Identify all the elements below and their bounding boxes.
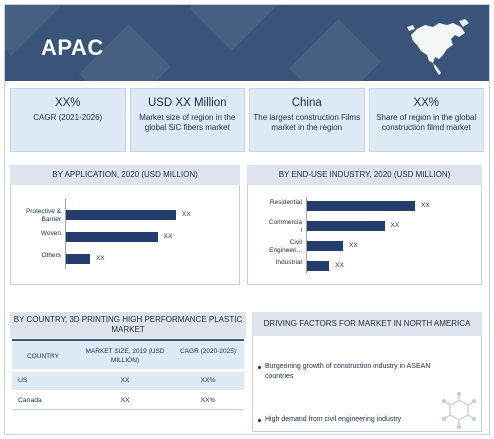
driver-item: Burgeoning growth of construction indust…	[265, 363, 431, 380]
table-row: Canada XX XX%	[12, 392, 244, 410]
kpi-value: XX%	[413, 97, 440, 109]
end-use-chart-panel: Residential XX Commercia l XX Civil Engineer…	[247, 185, 482, 285]
column-header-market-size: MARKET SIZE, 2019 (USD MILLION)	[85, 348, 165, 364]
kpi-largest-country: China The largest construction Films mar…	[249, 88, 365, 152]
bar-category-label: Industrial	[275, 259, 302, 266]
end-use-chart-title: BY END-USE INDUSTRY, 2020 (USD MILLION)	[247, 165, 482, 185]
market-size-cell: XX	[120, 377, 130, 384]
kpi-market-size: USD XX Million Market size of region in …	[129, 88, 245, 152]
kpi-caption: Share of region in the global constructi…	[376, 113, 477, 132]
region-header: APAC	[5, 5, 489, 81]
bar	[307, 261, 330, 271]
molecule-icon	[442, 392, 476, 429]
bar-data-label: XX	[349, 242, 358, 249]
country-table-header: COUNTRY MARKET SIZE, 2019 (USD MILLION) …	[12, 339, 244, 369]
bullet-icon	[258, 366, 261, 369]
bar	[66, 210, 176, 220]
bar-data-label: XX	[182, 211, 191, 218]
kpi-region-share: XX% Share of region in the global constr…	[368, 88, 484, 152]
application-chart-panel: Protective & Barrier XX Woven XX Others XX	[10, 185, 240, 285]
bar-data-label: XX	[421, 202, 430, 209]
region-title: APAC	[41, 35, 104, 60]
column-header-cagr: CAGR (2020-2025)	[180, 348, 236, 355]
north-america-map-icon	[407, 19, 469, 75]
cagr-cell: XX%	[200, 377, 216, 384]
bar-category-label: Residential	[269, 199, 302, 206]
country-cell: Canada	[18, 397, 42, 404]
kpi-value: XX%	[54, 97, 81, 109]
kpi-value: USD XX Million	[147, 97, 227, 109]
kpi-caption: The largest construction Films market in…	[253, 113, 361, 132]
table-row: US XX XX%	[12, 372, 244, 390]
bar-category-label: Protective & Barrier	[25, 208, 61, 223]
cagr-cell: XX%	[200, 397, 216, 404]
bar	[307, 241, 343, 251]
drivers-panel	[252, 336, 482, 432]
header-pattern-tile	[289, 19, 381, 81]
kpi-row: XX% CAGR (2021-2026) USD XX Million Mark…	[10, 88, 484, 152]
column-header-country: COUNTRY	[26, 353, 60, 360]
kpi-cagr: XX% CAGR (2021-2026)	[10, 88, 126, 152]
drivers-title: DRIVING FACTORS FOR MARKET IN NORTH AMER…	[252, 312, 482, 336]
bar	[66, 254, 90, 264]
bullet-icon	[258, 419, 261, 422]
kpi-value: China	[291, 97, 322, 109]
infographic-frame	[4, 4, 490, 435]
country-cell: US	[18, 377, 28, 384]
end-use-chart-axis	[306, 197, 307, 273]
kpi-caption: CAGR (2021-2026)	[33, 113, 103, 122]
application-chart-title: BY APPLICATION, 2020 (USD MILLION)	[10, 165, 240, 185]
bar-data-label: XX	[163, 233, 173, 240]
driver-item: High demand from civil engineering indus…	[265, 416, 402, 423]
bar-data-label: XX	[95, 255, 105, 262]
bar-category-label: Civil Engineeri...	[269, 239, 302, 254]
application-chart-axis	[65, 199, 66, 269]
bar-data-label: XX	[390, 222, 400, 229]
bar	[66, 232, 158, 242]
market-size-cell: XX	[120, 397, 130, 404]
country-table-title: BY COUNTRY, 3D PRINTING HIGH PERFORMANCE…	[10, 312, 246, 338]
header-pattern-tile	[189, 5, 281, 51]
kpi-caption: Market size of region in the global SiC …	[139, 113, 236, 132]
bar-category-label: Commercia l	[268, 219, 302, 234]
bar	[307, 201, 415, 211]
bar-category-label: Woven	[40, 230, 61, 237]
bar	[307, 221, 385, 231]
bar-category-label: Others	[41, 252, 61, 259]
bar-data-label: XX	[335, 262, 344, 269]
